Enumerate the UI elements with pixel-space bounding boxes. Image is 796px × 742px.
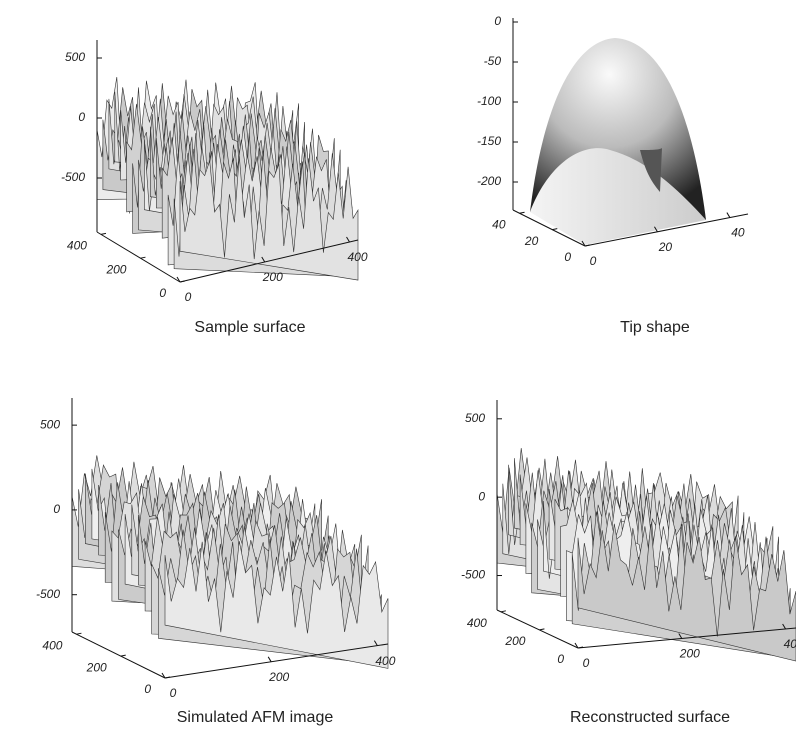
y-tick <box>120 654 126 657</box>
z-tick-label: -100 <box>477 94 501 108</box>
x-tick <box>678 633 683 639</box>
tip-dome <box>530 38 706 245</box>
x-tick <box>346 236 350 243</box>
y-tick-label: 0 <box>557 652 564 666</box>
caption: Tip shape <box>620 319 690 336</box>
y-tick <box>552 228 558 231</box>
z-tick-label: 500 <box>40 417 60 431</box>
y-tick <box>76 632 82 635</box>
y-tick <box>519 211 525 214</box>
z-tick-label: 0 <box>78 110 85 124</box>
x-tick <box>373 640 378 646</box>
surface <box>96 76 359 281</box>
x-tick-label: 400 <box>784 637 796 651</box>
x-tick <box>161 672 166 679</box>
z-tick-label: -200 <box>477 174 501 188</box>
y-axis <box>71 631 166 679</box>
x-axis <box>179 239 359 283</box>
x-tick <box>726 212 731 218</box>
x-tick-label: 0 <box>590 254 597 268</box>
ridge <box>179 156 359 281</box>
x-tick-label: 200 <box>268 670 289 684</box>
ridge <box>577 523 796 662</box>
y-tick-label: 400 <box>42 638 62 652</box>
x-tick <box>267 656 272 663</box>
x-tick <box>782 623 787 630</box>
x-tick <box>654 226 658 233</box>
y-tick-label: 200 <box>105 262 126 276</box>
y-tick <box>100 232 107 235</box>
y-tick-label: 0 <box>564 250 571 264</box>
y-tick-label: 200 <box>86 660 107 674</box>
surface <box>71 455 389 669</box>
x-axis <box>164 643 389 679</box>
x-tick-label: 200 <box>262 270 283 284</box>
z-tick-label: -150 <box>477 134 501 148</box>
y-tick-label: 400 <box>67 239 87 253</box>
y-tick <box>577 646 584 649</box>
x-tick <box>581 240 586 247</box>
x-tick <box>176 276 181 283</box>
y-tick-label: 40 <box>492 217 506 231</box>
z-tick-label: -50 <box>484 54 502 68</box>
y-tick <box>500 610 506 613</box>
y-tick-label: 400 <box>467 616 487 630</box>
x-axis <box>577 627 796 649</box>
x-tick-label: 200 <box>679 647 700 661</box>
z-tick-label: 500 <box>65 50 85 64</box>
z-tick-label: -500 <box>61 170 85 184</box>
x-tick <box>574 642 579 649</box>
y-axis <box>512 209 586 247</box>
x-tick-label: 0 <box>185 290 192 304</box>
y-tick <box>179 280 186 283</box>
y-tick <box>140 256 146 259</box>
z-tick-label: -500 <box>461 568 485 582</box>
z-tick-label: 500 <box>465 411 485 425</box>
caption: Sample surface <box>194 319 305 336</box>
x-tick-label: 400 <box>348 250 368 264</box>
y-tick-label: 200 <box>504 634 525 648</box>
x-tick-label: 40 <box>731 226 745 240</box>
caption: Reconstructed surface <box>570 709 730 726</box>
y-tick-label: 0 <box>144 682 151 696</box>
x-tick <box>261 256 266 263</box>
z-tick-label: -500 <box>36 587 60 601</box>
surface <box>496 448 796 662</box>
x-tick-label: 400 <box>375 654 395 668</box>
y-axis <box>96 231 181 283</box>
ridge <box>164 541 389 669</box>
y-tick-label: 0 <box>159 286 166 300</box>
y-tick-label: 20 <box>524 234 539 248</box>
y-axis <box>496 609 579 649</box>
x-axis <box>584 213 749 247</box>
caption: Simulated AFM image <box>177 709 334 726</box>
x-tick-label: 0 <box>583 656 590 670</box>
y-tick <box>164 676 171 679</box>
y-tick <box>584 244 591 247</box>
x-tick-label: 0 <box>170 686 177 700</box>
z-tick-label: 0 <box>494 14 501 28</box>
y-tick <box>539 628 545 631</box>
x-tick-label: 20 <box>658 240 673 254</box>
z-tick-label: 0 <box>478 489 485 503</box>
z-tick-label: 0 <box>53 502 60 516</box>
